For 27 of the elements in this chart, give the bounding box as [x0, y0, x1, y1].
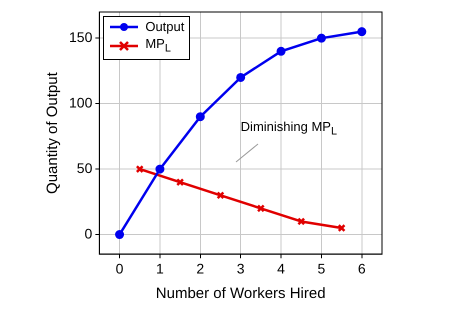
- legend-label: MP$_{L}$: [145, 35, 171, 57]
- point: [357, 27, 366, 36]
- y-tick-label: 50: [76, 160, 93, 176]
- legend-label: Output: [145, 18, 184, 35]
- x-tick-label: 2: [196, 260, 204, 276]
- point: [276, 46, 286, 56]
- x-tick-label: 4: [277, 260, 286, 276]
- point: [216, 191, 225, 200]
- annotation: Diminishing MP$_{L}$: [240, 119, 338, 138]
- point: [155, 164, 164, 174]
- point: [297, 217, 306, 226]
- point: [115, 230, 124, 240]
- y-tick-label: 100: [69, 94, 93, 111]
- y-axis-title: Quantity of Output: [44, 71, 62, 194]
- x-tick-label: 6: [358, 260, 366, 276]
- x-tick-label: 5: [318, 260, 326, 276]
- point: [176, 178, 184, 186]
- x-tick-label: 1: [156, 260, 164, 276]
- x-tick-label: 3: [236, 260, 245, 276]
- point: [196, 112, 205, 122]
- y-tick-label: 150: [69, 29, 93, 46]
- point: [236, 72, 246, 82]
- y-tick-label: 0: [84, 225, 93, 242]
- point: [316, 34, 326, 43]
- x-tick-label: 0: [116, 260, 124, 276]
- x-axis-title: Number of Workers Hired: [156, 285, 326, 302]
- point: [256, 204, 265, 212]
